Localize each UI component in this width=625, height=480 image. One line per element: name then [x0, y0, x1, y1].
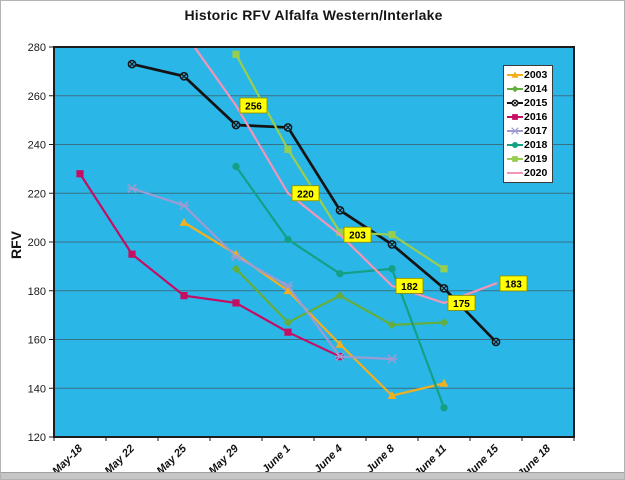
series-marker [512, 114, 518, 120]
data-label-2020: 183 [499, 275, 528, 292]
y-tick-label: 260 [28, 91, 46, 103]
series-marker [439, 378, 449, 387]
legend-year-label: 2003 [524, 68, 548, 81]
data-label-2020: 256 [239, 97, 268, 114]
legend-year-label: 2014 [524, 82, 548, 95]
series-line-2020 [193, 47, 498, 305]
series-marker [284, 328, 292, 336]
data-label-text: 220 [297, 189, 314, 200]
legend-year-label: 2017 [524, 124, 548, 137]
y-tick-label: 160 [28, 335, 46, 347]
series-line-2017 [130, 187, 394, 361]
legend-marker-circle-icon [507, 142, 523, 148]
legend-marker-diamond-icon [507, 85, 523, 93]
series-marker [439, 318, 449, 327]
x-tick-label: June 4 [312, 443, 345, 476]
series-marker [440, 404, 448, 412]
y-tick-label: 240 [28, 140, 46, 152]
legend-item-2014: 2014 [506, 83, 551, 96]
series-marker [76, 170, 84, 178]
series-marker [512, 142, 518, 148]
series-marker [284, 235, 292, 244]
data-label-text: 256 [245, 102, 262, 113]
legend-year-label: 2020 [524, 166, 548, 179]
legend-year-label: 2018 [524, 138, 548, 151]
y-tick-label: 140 [28, 383, 46, 395]
series-marker [231, 264, 241, 274]
series-marker [232, 162, 240, 171]
series-marker [284, 145, 292, 153]
legend-item-2018: 2018 [506, 139, 551, 152]
legend-item-2003: 2003 [506, 69, 551, 82]
series-marker [387, 390, 397, 399]
y-tick-label: 180 [28, 286, 46, 298]
series-marker [335, 339, 345, 348]
legend-marker-asterisk-icon [507, 127, 523, 135]
legend-item-2017: 2017 [506, 125, 551, 138]
series-marker [335, 291, 345, 300]
series-marker [511, 85, 519, 93]
legend-item-2015: 2015 [506, 97, 551, 110]
series-2014 [231, 264, 449, 330]
series-marker [336, 228, 344, 236]
data-label-text: 183 [505, 279, 522, 290]
legend-marker-triangle-icon [507, 71, 523, 78]
series-marker [336, 269, 344, 278]
series-2017 [127, 183, 397, 364]
series-marker [180, 292, 188, 300]
legend-item-2019: 2019 [506, 153, 551, 166]
legend-year-label: 2019 [524, 152, 548, 165]
data-label-2020: 220 [291, 185, 320, 202]
legend-marker-square-icon [507, 114, 523, 120]
legend-marker-circle-x-icon [507, 99, 523, 107]
y-tick-label: 200 [28, 237, 46, 249]
data-label-text: 182 [401, 282, 418, 293]
data-label-2020: 175 [447, 295, 476, 311]
y-tick-label: 220 [28, 188, 46, 200]
series-marker [388, 265, 396, 273]
series-marker [283, 318, 293, 327]
x-tick-label: June 8 [364, 442, 398, 476]
series-marker [232, 50, 240, 58]
series-line-2016 [78, 172, 342, 358]
legend-year-label: 2016 [524, 110, 548, 123]
series-marker [512, 156, 518, 162]
series-2015 [127, 59, 501, 347]
series-2020 [193, 47, 498, 305]
series-marker [283, 286, 293, 295]
legend-marker-square-icon [507, 156, 523, 162]
data-label-text: 175 [453, 299, 470, 310]
series-line-2015 [130, 62, 498, 344]
data-label-2020: 182 [395, 277, 424, 294]
series-2019 [232, 50, 448, 273]
legend-year-label: 2015 [524, 96, 548, 109]
series-marker [511, 71, 519, 78]
legend-marker-none-icon [507, 172, 523, 174]
legend-item-2016: 2016 [506, 111, 551, 124]
series-marker [440, 265, 448, 273]
chart-title: Historic RFV Alfalfa Western/Interlake [184, 7, 443, 23]
legend: 2003 2014 2015 2016 2017 2018 2019 2020 [503, 65, 553, 183]
series-marker [388, 231, 396, 239]
bottom-strip [1, 472, 624, 479]
y-tick-label: 120 [28, 432, 46, 444]
series-marker [232, 299, 240, 307]
series-2018 [232, 162, 448, 412]
legend-item-2020: 2020 [506, 167, 551, 180]
y-tick-label: 280 [28, 42, 46, 54]
data-label-2020: 203 [343, 226, 372, 243]
series-layer [76, 47, 501, 412]
series-marker [387, 320, 397, 330]
series-marker [128, 250, 136, 258]
data-label-text: 203 [349, 231, 366, 242]
x-tick-label: June 1 [260, 443, 293, 476]
series-marker [179, 217, 189, 226]
